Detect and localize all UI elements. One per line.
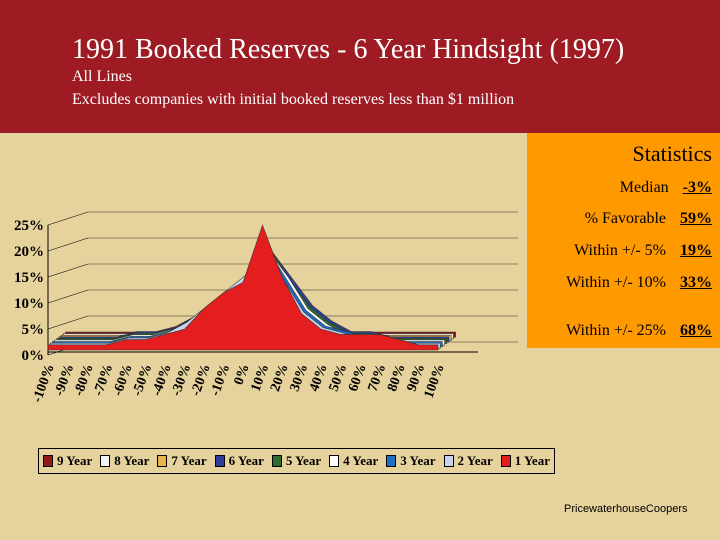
legend-label: 2 Year: [457, 453, 493, 468]
legend-swatch: [271, 455, 282, 467]
stat-row-favorable: % Favorable 59%: [585, 210, 712, 228]
legend-item: 1 Year: [500, 453, 550, 469]
page-title: 1991 Booked Reserves - 6 Year Hindsight …: [72, 34, 625, 65]
legend-swatch: [214, 455, 225, 467]
stat-row-within-25: Within +/- 25% 68%: [566, 322, 712, 340]
stat-value: -3%: [682, 179, 712, 196]
x-tick-label: 0%: [231, 362, 252, 387]
chart-legend: 9 Year 8 Year 7 Year 6 Year 5 Year 4 Year 3 Ye…: [38, 448, 555, 474]
gridline-depth: [47, 289, 89, 304]
y-tick-label: 15%: [14, 270, 44, 286]
legend-label: 4 Year: [343, 453, 379, 468]
header-band: 1991 Booked Reserves - 6 Year Hindsight …: [0, 0, 720, 133]
legend-item: 6 Year: [214, 453, 264, 469]
legend-swatch: [157, 455, 168, 467]
legend-item: 8 Year: [100, 453, 149, 469]
x-tick-label: -100%: [30, 362, 58, 404]
stat-label: % Favorable: [584, 210, 666, 227]
legend-swatch: [386, 455, 397, 467]
statistics-panel: Statistics Median -3% % Favorable 59% With…: [527, 133, 720, 348]
y-tick-label: 20%: [14, 244, 44, 260]
legend-label: 7 Year: [171, 453, 207, 468]
gridline-depth: [47, 315, 89, 330]
y-tick-label: 10%: [14, 296, 44, 312]
legend-label: 1 Year: [514, 453, 550, 468]
stat-label: Median: [619, 179, 669, 196]
stat-row-within-10: Within +/- 10% 33%: [566, 274, 712, 292]
legend-label: 6 Year: [228, 453, 264, 468]
legend-item: 5 Year: [271, 453, 322, 469]
stat-value: 68%: [680, 322, 712, 339]
stat-row-within-5: Within +/- 5% 19%: [574, 242, 712, 260]
statistics-title: Statistics: [632, 141, 712, 166]
legend-swatch: [42, 455, 53, 467]
legend-label: 3 Year: [400, 453, 436, 468]
legend-swatch: [100, 455, 111, 467]
area-chart: 0%5%10%15%20%25%-100%-90%-80%-70%-60%-50…: [14, 211, 518, 405]
y-tick-label: 0%: [22, 348, 45, 364]
legend-item: 7 Year: [157, 453, 207, 469]
stat-label: Within +/- 25%: [566, 322, 666, 339]
legend-label: 9 Year: [56, 453, 93, 468]
legend-swatch: [329, 455, 340, 467]
gridline-depth: [47, 237, 89, 252]
legend-swatch: [443, 455, 454, 467]
legend-item: 3 Year: [386, 453, 436, 469]
y-tick-label: 5%: [22, 322, 45, 338]
legend-item: 9 Year: [42, 453, 93, 469]
legend-label: 5 Year: [285, 453, 322, 468]
subtitle-line-2: Excludes companies with initial booked r…: [72, 91, 515, 108]
legend-swatch: [500, 455, 511, 467]
footer-brand: PricewaterhouseCoopers: [564, 503, 688, 515]
legend-label: 8 Year: [114, 453, 150, 468]
stat-value: 33%: [680, 274, 712, 291]
y-tick-label: 25%: [14, 218, 44, 234]
gridline-depth: [47, 211, 89, 226]
stat-value: 19%: [680, 242, 712, 259]
subtitle-line-1: All Lines: [72, 68, 132, 85]
legend-item: 4 Year: [329, 453, 378, 469]
gridline-depth: [47, 263, 89, 278]
stat-label: Within +/- 10%: [566, 274, 666, 291]
stat-value: 59%: [680, 210, 712, 227]
series-area-1-year: [47, 224, 439, 351]
chart-layer: 0%5%10%15%20%25%-100%-90%-80%-70%-60%-50…: [14, 211, 518, 405]
legend-item: 2 Year: [443, 453, 493, 469]
stat-row-median: Median -3%: [620, 179, 712, 197]
stat-label: Within +/- 5%: [574, 242, 666, 259]
